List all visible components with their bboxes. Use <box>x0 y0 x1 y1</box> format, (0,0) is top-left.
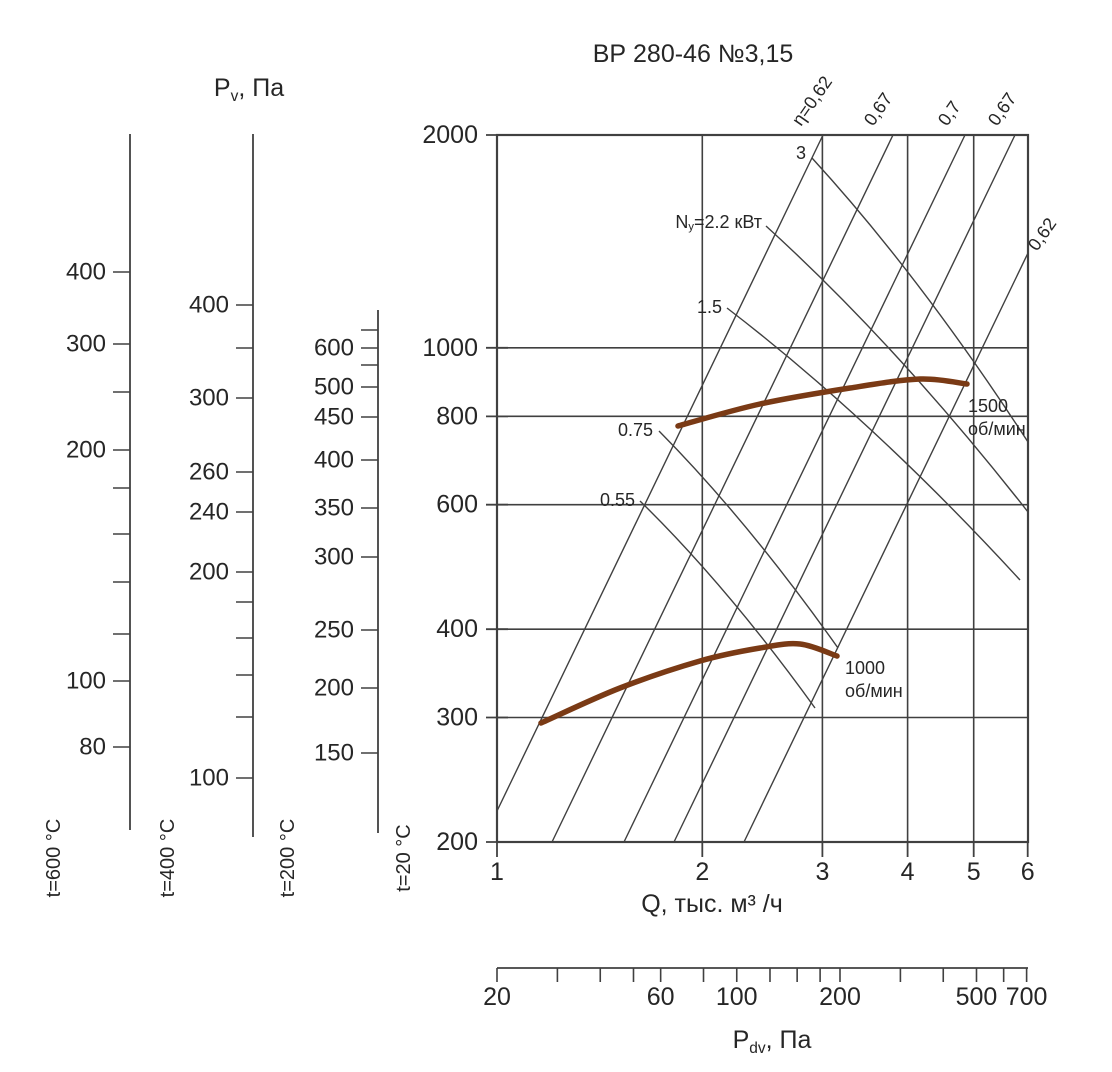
aux-tick-label: 300 <box>189 385 229 412</box>
aux-tick-label: 100 <box>189 765 229 792</box>
pdv-axis: 20 60 100 200 500 700 <box>483 967 1048 1011</box>
y-axis-tick-label: 400 <box>436 615 478 643</box>
y-axis-tick-label: 300 <box>436 704 478 732</box>
pdv-tick-label: 60 <box>647 983 675 1011</box>
aux-tick-label: 600 <box>314 335 354 362</box>
aux-tick-label: 450 <box>314 404 354 431</box>
aux-tick-label: 350 <box>314 495 354 522</box>
efficiency-label: 0,67 <box>984 89 1020 129</box>
aux-tick-label: 400 <box>189 292 229 319</box>
y-axis-tick-label: 2000 <box>422 121 478 149</box>
power-label: Nу=2.2 кВт <box>675 212 762 233</box>
power-label: 0.55 <box>600 490 635 510</box>
aux-tick-label: 200 <box>314 675 354 702</box>
q-axis-title: Q, тыс. м³ /ч <box>641 890 783 918</box>
aux-tick-label: 400 <box>314 447 354 474</box>
aux-tick-label: 200 <box>189 559 229 586</box>
aux-tick-label: 300 <box>314 544 354 571</box>
fan-curve-label: 1000 <box>845 658 885 678</box>
efficiency-label: 0,62 <box>1024 214 1060 254</box>
aux-tick-label: 260 <box>189 459 229 486</box>
chart-title: ВР 280-46 №3,15 <box>593 40 794 68</box>
axis-tick-labels: 2000 1000 800 600 400 300 200 1 2 3 4 5 6 <box>422 121 1034 886</box>
pdv-tick-label: 200 <box>819 983 861 1011</box>
fan-curve-1000 <box>538 640 840 726</box>
efficiency-line <box>623 134 966 843</box>
power-curve <box>658 430 839 649</box>
fan-curve-label: 1500 <box>968 396 1008 416</box>
y-axis-tick-label: 800 <box>436 402 478 430</box>
power-label: 3 <box>796 143 806 163</box>
efficiency-lines: η=0,62 0,67 0,7 0,67 0,62 <box>496 72 1060 843</box>
efficiency-line <box>551 134 894 843</box>
axis-titles: t=600 °C t=400 °C t=200 °C t=20 °C Pv, Па Pdv… <box>43 74 812 1057</box>
aux-tick-label: 250 <box>314 617 354 644</box>
efficiency-line <box>673 134 1016 843</box>
power-curve <box>639 500 816 709</box>
power-curve <box>765 225 1029 513</box>
x-axis-tick-label: 5 <box>967 858 981 886</box>
pv-axis-title: Pv, Па <box>214 74 284 105</box>
efficiency-label: η=0,62 <box>788 72 836 129</box>
fan-speed-curves: 1500 об/мин 1000 об/мин <box>538 376 1026 726</box>
efficiency-label: 0,7 <box>934 97 965 129</box>
x-axis-tick-label: 3 <box>815 858 829 886</box>
aux-tick-label: 150 <box>314 740 354 767</box>
aux-tick-label: 100 <box>66 668 106 695</box>
aux-tick-label: 400 <box>66 259 106 286</box>
fan-curve-1500 <box>675 376 970 429</box>
pdv-tick-label: 20 <box>483 983 511 1011</box>
pdv-tick-label: 100 <box>716 983 758 1011</box>
power-curve <box>811 157 1029 443</box>
main-grid <box>495 133 1030 844</box>
x-axis-tick-label: 4 <box>901 858 915 886</box>
y-axis-tick-label: 200 <box>436 828 478 856</box>
efficiency-label: 0,67 <box>860 89 896 129</box>
auxiliary-temperature-scales: 400 300 200 100 80 400 300 260 240 200 100 600 500 45… <box>66 134 379 837</box>
aux-tick-label: 300 <box>66 331 106 358</box>
power-curve <box>726 307 1021 581</box>
power-label: 1.5 <box>697 297 722 317</box>
aux-tick-label: 240 <box>189 499 229 526</box>
plot-border <box>495 133 1030 844</box>
pdv-axis-title: Pdv, Па <box>733 1026 812 1057</box>
aux-tick-label: 500 <box>314 374 354 401</box>
efficiency-line <box>743 252 1029 843</box>
efficiency-line <box>496 134 824 812</box>
aux-tick-label: 80 <box>79 734 106 761</box>
x-axis-tick-label: 1 <box>490 858 504 886</box>
power-curves: 3 Nу=2.2 кВт 1.5 0.75 0.55 <box>600 143 1029 709</box>
temperature-label: t=200 °C <box>277 819 299 898</box>
x-axis-tick-label: 2 <box>695 858 709 886</box>
fan-curve-label: об/мин <box>845 681 903 701</box>
y-axis-tick-label: 600 <box>436 491 478 519</box>
y-axis-tick-label: 1000 <box>422 334 478 362</box>
power-label: 0.75 <box>618 420 653 440</box>
temperature-label: t=600 °C <box>43 819 65 898</box>
temperature-label: t=400 °C <box>157 819 179 898</box>
pdv-tick-label: 700 <box>1006 983 1048 1011</box>
fan-curve-label: об/мин <box>968 419 1026 439</box>
pdv-tick-label: 500 <box>956 983 998 1011</box>
temperature-label: t=20 °C <box>393 824 415 891</box>
x-axis-tick-label: 6 <box>1021 858 1035 886</box>
aux-tick-label: 200 <box>66 437 106 464</box>
